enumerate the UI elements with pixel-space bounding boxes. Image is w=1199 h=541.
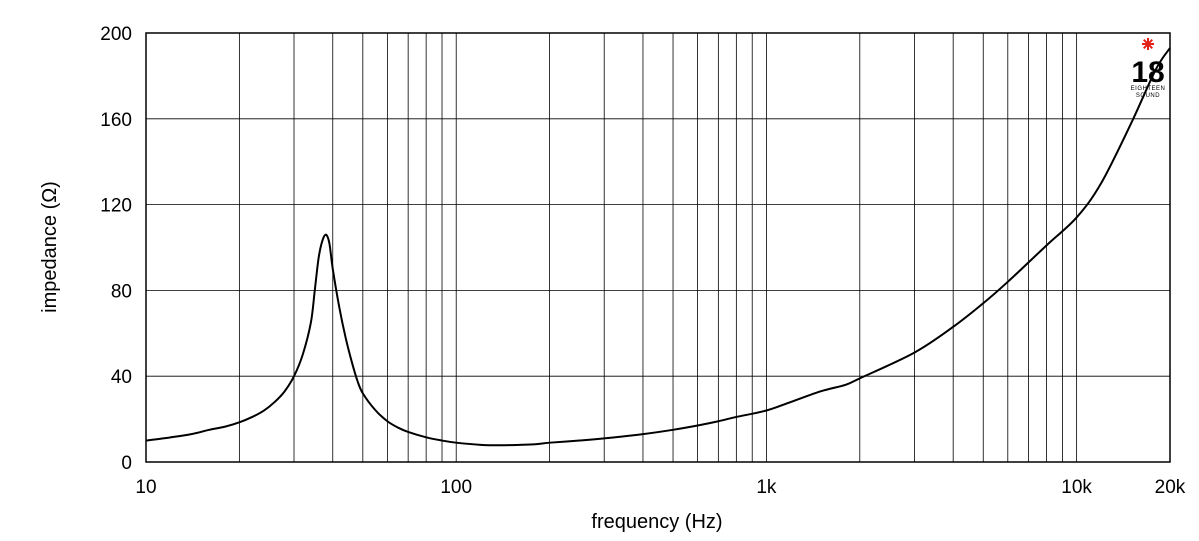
y-tick-labels: 0 40 80 120 160 200 — [100, 24, 132, 474]
y-tick-label-40: 40 — [111, 367, 132, 388]
grid-lines — [146, 33, 1170, 462]
y-axis-label: impedance (Ω) — [39, 181, 61, 313]
y-tick-label-0: 0 — [121, 453, 132, 474]
x-tick-label-10k: 10k — [1061, 477, 1092, 498]
plot-frame — [145, 32, 1171, 463]
logo-star-icon — [1142, 38, 1154, 50]
logo-subtext-bottom: SOUND — [1136, 93, 1160, 99]
series-layer — [145, 47, 1171, 447]
x-tick-labels: 10 100 1k 10k 20k — [135, 477, 1185, 498]
x-tick-label-20k: 20k — [1155, 477, 1186, 498]
y-tick-label-80: 80 — [111, 281, 132, 302]
impedance-curve-0 — [145, 47, 1171, 447]
x-tick-label-1k: 1k — [756, 477, 777, 498]
logo-number: 18 — [1131, 56, 1164, 89]
x-tick-label-100: 100 — [440, 477, 472, 498]
y-tick-label-120: 120 — [100, 196, 132, 217]
brand-logo: 18 EIGHTEEN SOUND — [1131, 38, 1166, 99]
x-tick-label-10: 10 — [135, 477, 156, 498]
logo-subtext-top: EIGHTEEN — [1131, 86, 1166, 92]
y-tick-label-160: 160 — [100, 110, 132, 131]
x-axis-label: frequency (Hz) — [591, 511, 722, 533]
y-tick-label-200: 200 — [100, 24, 132, 45]
